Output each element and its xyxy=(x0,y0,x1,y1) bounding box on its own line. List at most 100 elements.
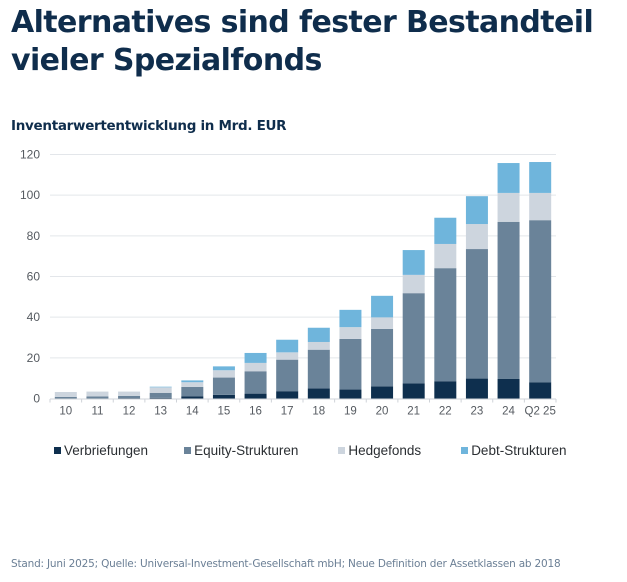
bar-segment-hedgefonds xyxy=(307,341,330,350)
bar-segment-debt-strukturen xyxy=(339,309,362,328)
bar-segment-hedgefonds xyxy=(118,391,141,396)
bar-segment-equity-strukturen xyxy=(86,396,109,399)
y-tick-label: 60 xyxy=(27,270,41,284)
bar-segment-hedgefonds xyxy=(181,382,204,387)
x-tick-label: 14 xyxy=(186,406,199,418)
y-axis-ticks: 0 20 40 60 80 100 120 xyxy=(20,148,40,406)
bar-segment-debt-strukturen xyxy=(497,163,520,193)
bar-stack xyxy=(529,162,552,399)
bar-segment-hedgefonds xyxy=(402,274,425,294)
legend-item: Hedgefonds xyxy=(338,443,421,458)
bar-segment-hedgefonds xyxy=(434,243,457,269)
bar-segment-debt-strukturen xyxy=(371,295,394,318)
bar-segment-debt-strukturen xyxy=(307,327,330,342)
bar-stack xyxy=(371,295,394,399)
bar-segment-hedgefonds xyxy=(371,317,394,329)
bar-segment-equity-strukturen xyxy=(371,328,394,387)
x-tick-label: Q2 25 xyxy=(525,406,556,418)
bar-stack xyxy=(465,196,488,399)
legend-label: Debt-Strukturen xyxy=(471,443,567,458)
y-tick-label: 120 xyxy=(20,148,40,162)
source-note: Stand: Juni 2025; Quelle: Universal-Inve… xyxy=(11,558,561,570)
bar-segment-verbriefungen xyxy=(181,396,204,399)
bar-segment-verbriefungen xyxy=(307,388,330,399)
bar-segment-verbriefungen xyxy=(529,382,552,399)
bar-segment-hedgefonds xyxy=(86,391,109,397)
bar-segment-hedgefonds xyxy=(339,327,362,339)
bar-segment-equity-strukturen xyxy=(54,396,77,399)
bar-segment-equity-strukturen xyxy=(276,359,299,392)
bar-stack xyxy=(118,391,141,399)
x-tick-label: 15 xyxy=(218,406,231,418)
x-tick-label: 13 xyxy=(154,406,167,418)
legend-item: Equity-Strukturen xyxy=(184,443,298,458)
bar-stack xyxy=(402,250,425,399)
bar-segment-equity-strukturen xyxy=(118,395,141,399)
bar-stack xyxy=(497,163,520,399)
bar-segment-hedgefonds xyxy=(212,370,235,378)
x-tick-label: 20 xyxy=(376,406,389,418)
legend-item: Verbriefungen xyxy=(54,443,148,458)
bar-segment-equity-strukturen xyxy=(434,268,457,382)
x-tick-label: 17 xyxy=(281,406,294,418)
x-tick-label: 24 xyxy=(502,406,515,418)
legend-item: Debt-Strukturen xyxy=(461,443,566,458)
bar-segment-debt-strukturen xyxy=(276,339,299,353)
bar-stack xyxy=(244,352,267,399)
y-tick-label: 100 xyxy=(20,188,40,202)
y-tick-label: 20 xyxy=(27,351,41,365)
chart-subtitle: Inventarwertentwicklung in Mrd. EUR xyxy=(11,118,287,134)
bar-segment-verbriefungen xyxy=(465,378,488,399)
bar-segment-verbriefungen xyxy=(402,383,425,399)
legend-swatch xyxy=(184,447,192,454)
bar-segment-equity-strukturen xyxy=(497,221,520,379)
y-tick-label: 40 xyxy=(27,310,41,324)
bar-segment-hedgefonds xyxy=(54,391,77,397)
x-tick-label: 23 xyxy=(471,406,484,418)
bar-segment-equity-strukturen xyxy=(465,249,488,379)
bar-segment-equity-strukturen xyxy=(307,349,330,389)
x-tick-label: 10 xyxy=(59,406,72,418)
x-tick-label: 16 xyxy=(249,406,262,418)
bar-stack xyxy=(212,366,235,399)
bar-segment-debt-strukturen xyxy=(181,380,204,383)
legend-swatch xyxy=(338,447,346,454)
y-tick-label: 0 xyxy=(33,392,40,406)
page-title: Alternatives sind fester Bestandteil vie… xyxy=(11,5,594,78)
bar-segment-verbriefungen xyxy=(371,386,394,399)
bar-segment-verbriefungen xyxy=(497,378,520,399)
bar-segment-hedgefonds xyxy=(149,387,172,393)
x-tick-label: 12 xyxy=(123,406,136,418)
bar-stack xyxy=(54,391,77,399)
bar-segment-debt-strukturen xyxy=(212,366,235,371)
bar-segment-verbriefungen xyxy=(149,397,172,399)
bar-segment-debt-strukturen xyxy=(149,386,172,388)
bar-segment-hedgefonds xyxy=(529,192,552,221)
x-tick-label: 22 xyxy=(439,406,452,418)
bar-segment-equity-strukturen xyxy=(149,392,172,398)
bar-segment-equity-strukturen xyxy=(402,293,425,384)
bar-segment-verbriefungen xyxy=(339,389,362,399)
legend-label: Hedgefonds xyxy=(348,443,422,458)
bar-segment-verbriefungen xyxy=(276,391,299,399)
bar-stack xyxy=(86,391,109,399)
x-tick-label: 19 xyxy=(344,406,357,418)
bar-segment-debt-strukturen xyxy=(244,352,267,363)
bar-segment-verbriefungen xyxy=(212,394,235,399)
x-axis xyxy=(49,398,557,403)
bar-segment-verbriefungen xyxy=(118,398,141,399)
y-tick-label: 80 xyxy=(27,229,41,243)
bar-segment-equity-strukturen xyxy=(181,386,204,397)
bar-segment-hedgefonds xyxy=(244,362,267,372)
legend-swatch xyxy=(461,447,469,454)
bar-segment-verbriefungen xyxy=(244,393,267,399)
bar-stack xyxy=(339,309,362,399)
bar-segment-debt-strukturen xyxy=(529,162,552,193)
x-axis-ticks: 10 11 12 13 14 15 16 17 18 19 20 21 22 23 24 Q2 25 xyxy=(59,406,555,418)
x-tick-label: 11 xyxy=(91,406,103,418)
bar-segment-verbriefungen xyxy=(434,381,457,399)
legend-swatch xyxy=(54,447,61,454)
x-tick-label: 18 xyxy=(312,406,325,418)
bar-segment-debt-strukturen xyxy=(434,217,457,244)
legend-label: Verbriefungen xyxy=(64,443,149,458)
